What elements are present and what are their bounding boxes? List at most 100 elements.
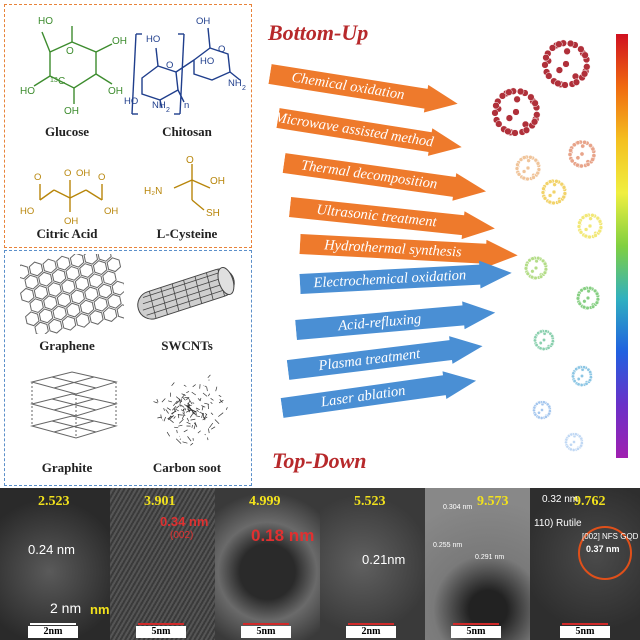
svg-text:O: O [186,155,194,166]
particle-size-label: 3.901 [144,494,176,509]
carbon-dot-cluster [491,87,541,137]
graphene-structure [20,254,124,334]
svg-text:H₂N: H₂N [144,186,162,197]
lattice-spacing-label: 0.32 nm [542,494,579,505]
carbon-dot-cluster [541,39,591,89]
bottom-up-heading: Bottom-Up [268,20,369,45]
carbon-dot-cluster [523,255,549,281]
top-down-heading: Top-Down [272,448,367,473]
top-down-precursors-box [4,250,252,486]
svg-text:C: C [58,76,65,87]
svg-text:HO: HO [200,56,214,67]
svg-text:OH: OH [108,86,123,97]
size-gradient-bar [616,34,628,458]
lattice-spacing-label: 0.34 nm [160,514,209,529]
carbon-dot-cluster [540,178,568,206]
scale-bar [243,623,289,625]
svg-text:2: 2 [166,107,170,114]
scale-bar [562,623,608,625]
scale-bar [348,623,394,625]
lattice-spacing-label: 0.37 nm [586,544,620,554]
tem-panel: 3.901 0.34 nm (002) 5nm [110,488,215,640]
method-label: Electrochemical oxidation [313,266,467,291]
particle-size-label: 4.999 [249,494,281,509]
svg-text:OH: OH [196,16,210,27]
svg-text:SH: SH [206,208,220,219]
svg-text:13: 13 [50,77,58,84]
svg-text:NH: NH [152,100,166,111]
svg-text:O: O [166,60,173,71]
tem-panel: 9.573 0.304 nm 0.255 nm 0.291 nm 5nm [425,488,530,640]
l-cysteine-structure: O OH H₂N SH [144,155,225,219]
glucose-structure: HO O OH OH OH HO 13 C [20,16,127,117]
svg-text:HO: HO [124,96,138,107]
svg-text:OH: OH [76,168,90,179]
svg-text:OH: OH [112,36,127,47]
method-label: Chemical oxidation [290,69,406,103]
precursor-label: L-Cysteine [156,226,218,241]
carbon-dot-cluster [533,329,555,351]
particle-size-label: 5.523 [354,494,386,509]
chitosan-structure: HO O O OH HO NH 2 HO NH 2 n [124,16,246,115]
carbon-dot-cluster [567,139,597,169]
scale-label: 2nm [28,626,78,638]
particle-size-label: 9.762 [574,494,606,509]
tem-image-strip: 2.523 0.24 nm 2 nm nm 2nm 3.901 0.34 nm … [0,488,640,640]
scale-label: 2nm [346,626,396,638]
method-label: Thermal decomposition [300,156,439,192]
precursor-label: Graphene [39,338,95,353]
lattice-spacing-label: 0.255 nm [433,542,463,549]
carbon-dot-cluster [571,365,593,387]
method-arrow: Laser ablation [280,367,478,422]
carbon-dot-cluster [514,154,542,182]
svg-text:2: 2 [242,85,246,92]
lattice-spacing-label: 0.24 nm [28,542,75,557]
scale-bar [453,623,499,625]
precursor-label: Chitosan [162,124,212,139]
svg-text:NH: NH [228,78,242,89]
lattice-spacing-label: 0.21nm [362,552,406,567]
bottom-up-precursors-box [4,4,252,248]
lattice-plane-label: 110) Rutile [534,518,582,529]
method-arrow: Ultrasonic treatment [288,193,497,242]
carbon-dot-cluster [576,212,604,240]
method-arrow: Thermal decomposition [282,149,488,205]
lattice-spacing-label: 2 nm [50,600,82,616]
precursor-label: Graphite [41,460,93,475]
precursor-label: SWCNTs [161,338,213,353]
svg-text:OH: OH [64,216,78,226]
method-label: Microwave assisted method [273,109,435,151]
svg-text:O: O [64,168,71,179]
svg-text:HO: HO [38,16,53,27]
svg-text:HO: HO [20,206,34,217]
carbon-soot-structure [153,374,228,446]
method-arrow: Electrochemical oxidation [299,259,512,298]
citric-acid-structure: O OH O O HO OH OH [20,168,118,226]
unit-label: nm [90,602,110,617]
carbon-dot-clusters [491,39,604,452]
carbon-dot-cluster [575,285,601,311]
svg-text:OH: OH [104,206,118,217]
precursor-label: Glucose [44,124,90,139]
svg-text:O: O [34,172,41,183]
method-arrow: Acid-refluxing [295,299,497,344]
precursor-label: Citric Acid [36,226,98,241]
swcnt-structure [137,267,235,320]
scale-label: 5nm [451,626,501,638]
svg-text:HO: HO [146,34,160,45]
lattice-spacing-label: 0.18 nm [251,526,315,545]
svg-text:OH: OH [210,176,225,187]
carbon-dot-cluster [564,432,584,452]
tem-panel: 4.999 0.18 nm 5nm [215,488,320,640]
highlight-circle [578,526,632,580]
svg-text:O: O [66,46,74,57]
particle-size-label: 2.523 [38,494,70,509]
particle-size-label: 9.573 [477,494,509,509]
svg-text:OH: OH [64,106,79,117]
method-arrow: Hydrothermal synthesis [299,230,518,269]
tem-panel: 2.523 0.24 nm 2 nm nm 2nm [0,488,110,640]
svg-text:HO: HO [20,86,35,97]
scale-bar [138,623,184,625]
precursor-label: Carbon soot [152,460,222,475]
method-arrow: Chemical oxidation [268,60,460,117]
